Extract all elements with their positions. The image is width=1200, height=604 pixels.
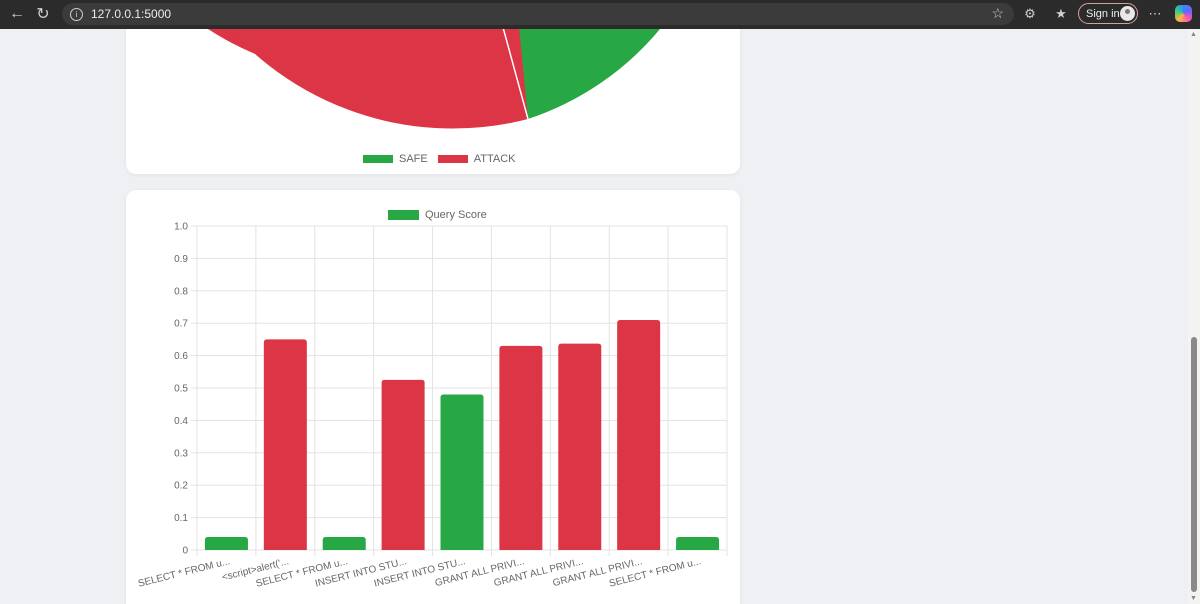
address-bar[interactable]: i 127.0.0.1:5000 ☆ bbox=[62, 3, 1014, 25]
pie-legend-label-attack: ATTACK bbox=[473, 153, 516, 165]
y-tick-label: 0.1 bbox=[174, 513, 188, 524]
bar-legend-item[interactable]: Query Score bbox=[388, 209, 487, 221]
bar[interactable] bbox=[440, 394, 484, 550]
sign-in-button[interactable]: Sign in bbox=[1078, 3, 1138, 24]
bar-legend-label: Query Score bbox=[425, 209, 487, 221]
browser-toolbar: ← ↻ i 127.0.0.1:5000 ☆ ⚙ ★ Sign in ⋯ bbox=[0, 0, 1200, 29]
scroll-down-icon[interactable]: ▼ bbox=[1190, 595, 1197, 602]
y-tick-label: 0.2 bbox=[174, 481, 188, 492]
y-tick-label: 0.3 bbox=[174, 448, 188, 459]
pie-slice-attack-arc bbox=[229, 29, 528, 129]
reload-icon[interactable]: ↻ bbox=[36, 6, 50, 23]
bar[interactable] bbox=[499, 345, 543, 550]
y-tick-label: 0.9 bbox=[174, 254, 188, 265]
pie-legend: SAFE ATTACK bbox=[363, 153, 526, 165]
pie-chart-card: SAFE ATTACK bbox=[126, 29, 740, 174]
y-tick-label: 0.7 bbox=[174, 319, 188, 330]
bar-legend: Query Score bbox=[388, 209, 497, 221]
page-content: SAFE ATTACK Query Score 0 0.1 0.2 0.3 0.4 0.5… bbox=[0, 29, 1188, 604]
bar[interactable] bbox=[322, 537, 366, 550]
page-scrollbar[interactable]: ▲ ▼ bbox=[1188, 29, 1200, 604]
y-tick-label: 0.8 bbox=[174, 286, 188, 297]
pie-legend-label-safe: SAFE bbox=[399, 153, 428, 165]
pie-chart bbox=[208, 29, 660, 129]
pie-legend-swatch-safe bbox=[363, 155, 393, 163]
bar-legend-swatch bbox=[388, 210, 419, 220]
sign-in-label: Sign in bbox=[1086, 7, 1120, 20]
back-icon[interactable]: ← bbox=[9, 5, 25, 22]
info-icon[interactable]: i bbox=[70, 7, 83, 21]
bar[interactable] bbox=[558, 343, 602, 550]
bar[interactable] bbox=[676, 537, 720, 550]
more-icon[interactable]: ⋯ bbox=[1148, 6, 1162, 21]
y-tick-label: 0.4 bbox=[174, 416, 188, 427]
bar-chart-card: Query Score 0 0.1 0.2 0.3 0.4 0.5 0.6 0.7 0.8 0.9… bbox=[126, 190, 740, 604]
avatar-icon bbox=[1120, 6, 1135, 21]
bar[interactable] bbox=[204, 537, 248, 550]
extensions-icon[interactable]: ⚙ bbox=[1024, 6, 1036, 21]
pie-legend-item-attack[interactable]: ATTACK bbox=[437, 153, 516, 165]
bar[interactable] bbox=[381, 379, 425, 550]
y-tick-label: 0 bbox=[182, 546, 188, 557]
url-text[interactable]: 127.0.0.1:5000 bbox=[91, 7, 172, 21]
y-tick-label: 0.5 bbox=[174, 384, 188, 395]
favorites-icon[interactable]: ★ bbox=[1055, 6, 1067, 21]
y-tick-label: 0.6 bbox=[174, 351, 188, 362]
bar[interactable] bbox=[263, 339, 307, 550]
pie-legend-item-safe[interactable]: SAFE bbox=[363, 153, 428, 165]
x-tick-label: SELECT * FROM u... bbox=[137, 556, 231, 589]
copilot-icon[interactable] bbox=[1175, 5, 1192, 22]
pie-slice-safe bbox=[505, 29, 660, 119]
favorite-star-icon[interactable]: ☆ bbox=[991, 5, 1004, 21]
y-tick-label: 1.0 bbox=[174, 222, 188, 233]
bar[interactable] bbox=[617, 319, 661, 550]
bar-chart: 0 0.1 0.2 0.3 0.4 0.5 0.6 0.7 0.8 0.9 1.0 SELECT * … bbox=[137, 222, 728, 590]
scroll-up-icon[interactable]: ▲ bbox=[1190, 31, 1197, 38]
pie-slice-divider bbox=[502, 29, 529, 120]
scrollbar-thumb[interactable] bbox=[1191, 337, 1197, 592]
pie-legend-swatch-attack bbox=[437, 155, 468, 163]
